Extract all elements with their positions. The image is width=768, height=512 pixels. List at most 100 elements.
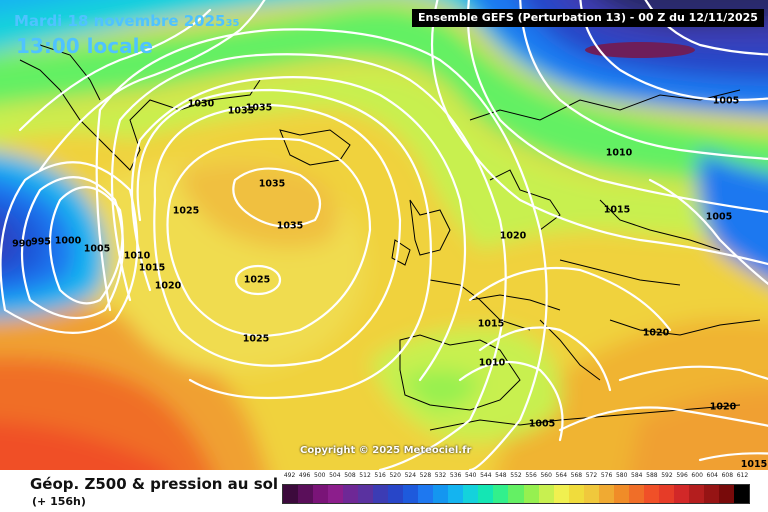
legend-swatch [733, 485, 749, 503]
legend-value: 584 [631, 472, 643, 479]
isobar-label: 1035 [227, 105, 255, 117]
legend-swatch [343, 485, 359, 503]
color-scale-legend: 492 496 500 504 508 512 516 520 524 528 532 536 540 5… [282, 472, 750, 508]
isobar-label: 1015 [138, 262, 166, 274]
isobar-label: 1030 [187, 98, 215, 110]
legend-swatch [283, 485, 299, 503]
legend-value: 604 [706, 472, 718, 479]
legend-value: 528 [419, 472, 432, 479]
legend-value: 500 [314, 472, 326, 479]
weather-map: Mardi 18 novembre 202535 13:00 locale En… [0, 0, 768, 470]
legend-swatch [583, 485, 599, 503]
isobar-label: 1015 [603, 204, 631, 216]
isobar-label: 1025 [242, 333, 270, 345]
chart-title: Géop. Z500 & pression au sol [30, 475, 279, 493]
legend-swatch [538, 485, 554, 503]
legend-swatch [328, 485, 344, 503]
forecast-date-overlap: 35 [225, 18, 240, 29]
legend-swatch [658, 485, 674, 503]
legend-value: 512 [359, 472, 371, 479]
isobar-label: 1000 [54, 235, 82, 247]
legend-swatch [598, 485, 614, 503]
legend-swatch [358, 485, 374, 503]
legend-swatch [688, 485, 704, 503]
isobar-label: 1020 [709, 401, 737, 413]
legend-value: 492 [283, 472, 296, 479]
legend-value: 532 [434, 472, 447, 479]
legend-value: 580 [615, 472, 628, 479]
legend-value: 496 [298, 472, 311, 479]
legend-value: 540 [464, 472, 477, 479]
isobar-label: 1035 [276, 220, 304, 232]
isobar-label: 1005 [528, 418, 556, 430]
legend-value: 552 [510, 472, 522, 479]
legend-swatch [508, 485, 524, 503]
isobar-label: 1005 [83, 243, 111, 255]
legend-swatch [673, 485, 689, 503]
legend-value: 524 [404, 472, 417, 479]
legend-value: 600 [691, 472, 703, 479]
legend-value: 608 [721, 472, 734, 479]
legend-value: 592 [661, 472, 673, 479]
legend-value: 576 [600, 472, 613, 479]
legend-value: 612 [736, 472, 749, 479]
legend-swatch [718, 485, 734, 503]
legend-swatch [373, 485, 389, 503]
legend-swatch [493, 485, 509, 503]
legend-swatch [568, 485, 584, 503]
legend-value: 596 [676, 472, 688, 479]
isobar-label: 1035 [258, 178, 286, 190]
isobar-label: 1010 [478, 357, 506, 369]
forecast-range: (+ 156h) [32, 495, 86, 508]
legend-labels: 492 496 500 504 508 512 516 520 524 528 532 536 540 5… [282, 472, 750, 484]
isobar-label: 1015 [740, 459, 768, 470]
legend-value: 504 [329, 472, 341, 479]
legend-swatch [643, 485, 659, 503]
legend-value: 516 [374, 472, 386, 479]
legend-swatch [313, 485, 329, 503]
legend-swatch [418, 485, 434, 503]
legend-value: 560 [540, 472, 552, 479]
legend-swatch [298, 485, 314, 503]
legend-value: 548 [495, 472, 507, 479]
legend-swatch [613, 485, 629, 503]
isobar-label: 995 [31, 236, 51, 248]
isobar-label: 1015 [477, 318, 505, 330]
legend-value: 556 [525, 472, 537, 479]
isobar-label: 1020 [499, 230, 527, 242]
legend-swatch [403, 485, 419, 503]
copyright-notice: Copyright © 2025 Meteociel.fr [300, 445, 472, 456]
legend-swatch [388, 485, 404, 503]
legend-swatch [523, 485, 539, 503]
isobar-label: 1035 [245, 102, 273, 114]
legend-swatch [478, 485, 494, 503]
model-run-banner: Ensemble GEFS (Perturbation 13) - 00 Z d… [412, 9, 764, 27]
forecast-local-time: 13:00 locale [16, 34, 153, 58]
legend-swatch [448, 485, 464, 503]
legend-value: 520 [389, 472, 401, 479]
legend-swatch [553, 485, 569, 503]
legend-value: 544 [480, 472, 492, 479]
isobar-label: 990 [12, 238, 32, 250]
legend-swatch [628, 485, 644, 503]
legend-value: 568 [570, 472, 583, 479]
legend-value: 536 [449, 472, 462, 479]
legend-swatch [463, 485, 479, 503]
isobar-label: 1025 [172, 205, 200, 217]
isobar-label: 1005 [705, 211, 733, 223]
legend-value: 564 [555, 472, 568, 479]
legend-value: 588 [646, 472, 658, 479]
legend-swatch [703, 485, 719, 503]
forecast-date: Mardi 18 novembre 202535 [14, 12, 240, 30]
legend-color-bar [282, 484, 750, 504]
map-footer: Géop. Z500 & pression au sol (+ 156h) 49… [0, 470, 768, 512]
legend-value: 572 [585, 472, 598, 479]
isobar-label: 1020 [642, 327, 670, 339]
isobar-label: 1010 [123, 250, 151, 262]
legend-value: 508 [344, 472, 356, 479]
isobar-label: 1020 [154, 280, 182, 292]
isobar-label: 1025 [243, 274, 271, 286]
isobar-label: 1010 [605, 147, 633, 159]
legend-swatch [433, 485, 449, 503]
isobar-label: 1005 [712, 95, 740, 107]
